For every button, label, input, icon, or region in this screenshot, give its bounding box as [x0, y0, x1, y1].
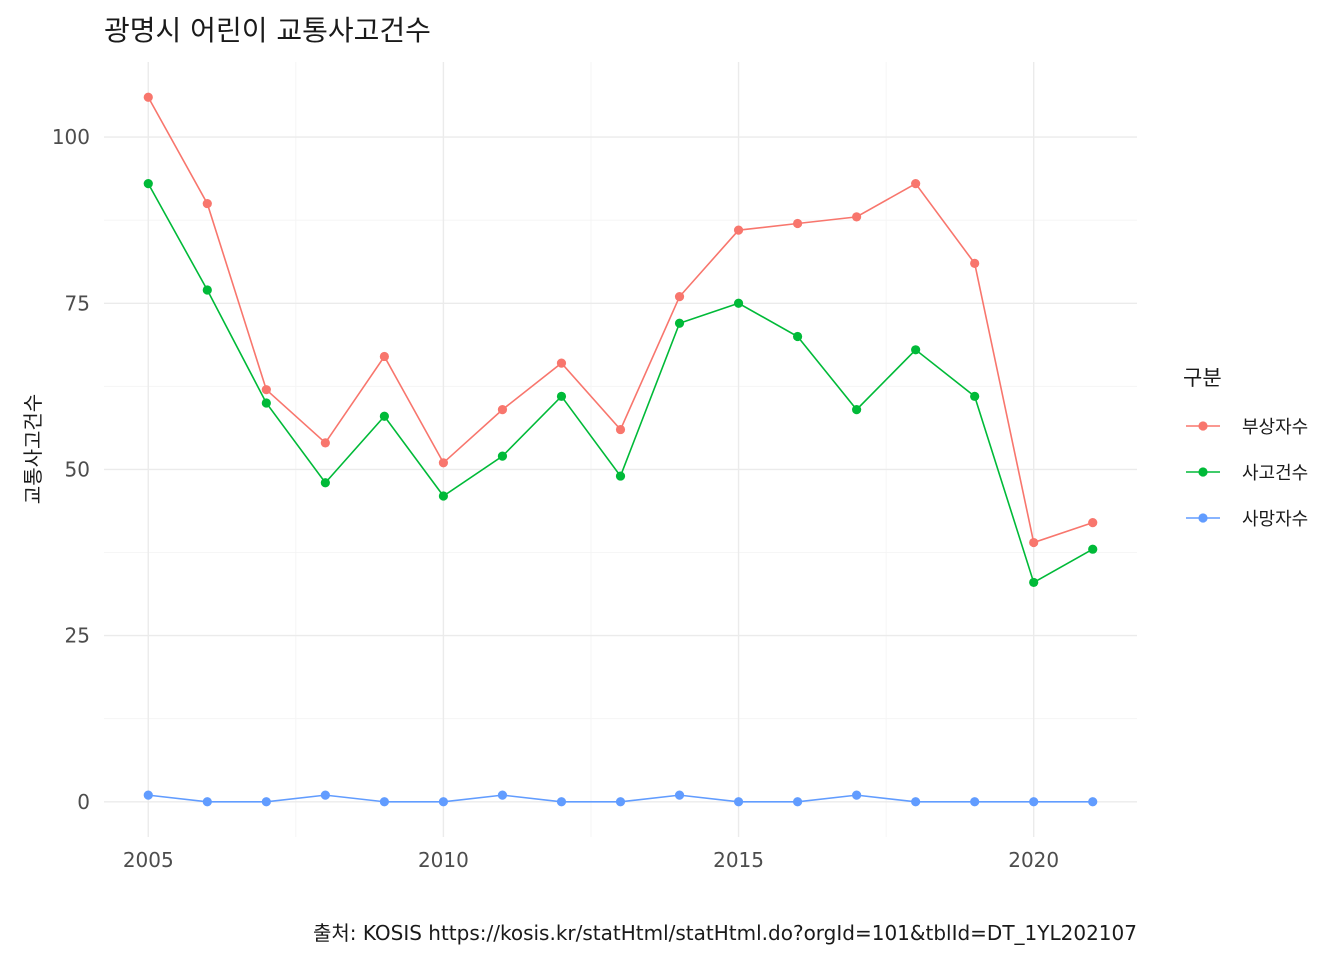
data-point-사고건수: [911, 345, 921, 355]
data-point-사고건수: [1088, 544, 1098, 554]
data-point-부상자수: [733, 225, 744, 235]
legend-label: 사고건수: [1242, 463, 1308, 484]
data-point-부상자수: [792, 218, 803, 229]
data-point-사망자수: [733, 797, 744, 807]
legend-title: 구분: [1183, 366, 1222, 390]
source-caption: 출처: KOSIS https://kosis.kr/statHtml/stat…: [313, 921, 1137, 945]
data-point-사고건수: [438, 491, 449, 501]
data-point-사망자수: [852, 790, 862, 800]
data-point-사고건수: [733, 298, 744, 308]
series-layer: [143, 92, 1098, 807]
data-point-부상자수: [261, 385, 271, 395]
y-tick-label: 0: [77, 790, 90, 814]
legend-key-point: [1198, 467, 1208, 477]
data-point-사고건수: [261, 398, 271, 408]
y-tick-label: 25: [65, 624, 90, 648]
y-axis-label: 교통사고건수: [21, 394, 45, 504]
data-point-부상자수: [202, 198, 212, 209]
data-point-사망자수: [261, 797, 271, 807]
x-tick-label: 2005: [123, 848, 174, 872]
data-point-사고건수: [556, 391, 567, 401]
data-point-부상자수: [497, 405, 508, 415]
data-point-부상자수: [438, 458, 449, 468]
data-point-부상자수: [556, 358, 567, 368]
data-point-사망자수: [202, 797, 212, 807]
data-point-사망자수: [911, 797, 921, 807]
data-point-사망자수: [674, 790, 685, 800]
legend-key-point: [1198, 421, 1208, 431]
data-point-사고건수: [615, 471, 626, 481]
data-point-사망자수: [143, 790, 153, 800]
data-point-부상자수: [1029, 537, 1039, 548]
y-tick-label: 100: [52, 125, 90, 149]
series-line-사고건수: [147, 183, 1094, 584]
y-tick-label: 75: [65, 291, 90, 315]
data-point-부상자수: [674, 292, 685, 302]
data-point-사고건수: [792, 331, 803, 342]
data-point-사고건수: [970, 391, 980, 401]
data-point-사고건수: [674, 318, 685, 328]
data-point-부상자수: [320, 438, 330, 448]
data-point-사망자수: [497, 790, 508, 800]
data-point-부상자수: [143, 92, 153, 102]
data-point-사망자수: [438, 797, 449, 807]
data-point-사고건수: [379, 411, 389, 421]
data-point-사망자수: [970, 797, 980, 807]
legend-label: 부상자수: [1242, 417, 1308, 438]
data-point-사망자수: [615, 797, 626, 807]
grid: [104, 62, 1137, 837]
data-point-부상자수: [852, 212, 862, 222]
y-tick-label: 50: [65, 457, 90, 481]
y-axis-ticks: 0 25 50 75 100: [52, 125, 90, 814]
data-point-사망자수: [1088, 797, 1098, 807]
data-point-부상자수: [379, 351, 389, 362]
data-point-사고건수: [143, 179, 153, 189]
data-point-사고건수: [497, 451, 508, 461]
data-point-사망자수: [792, 797, 803, 807]
data-point-부상자수: [615, 424, 626, 435]
x-tick-label: 2015: [713, 848, 764, 872]
x-tick-label: 2010: [418, 848, 469, 872]
x-tick-label: 2020: [1008, 848, 1059, 872]
data-point-사망자수: [556, 797, 567, 807]
data-point-사망자수: [1029, 797, 1039, 807]
legend-key-point: [1198, 513, 1208, 523]
chart-title: 광명시 어린이 교통사고건수: [104, 14, 431, 47]
data-point-부상자수: [911, 179, 921, 189]
data-point-사망자수: [379, 797, 389, 807]
data-point-부상자수: [970, 258, 980, 268]
data-point-사고건수: [320, 478, 330, 488]
data-point-부상자수: [1088, 518, 1098, 528]
x-axis-ticks: 2005 2010 2015 2020: [123, 848, 1059, 872]
data-point-사망자수: [320, 790, 330, 800]
data-point-사고건수: [852, 405, 862, 415]
data-point-사고건수: [1029, 577, 1039, 588]
data-point-사고건수: [202, 285, 212, 295]
legend-label: 사망자수: [1242, 509, 1308, 530]
